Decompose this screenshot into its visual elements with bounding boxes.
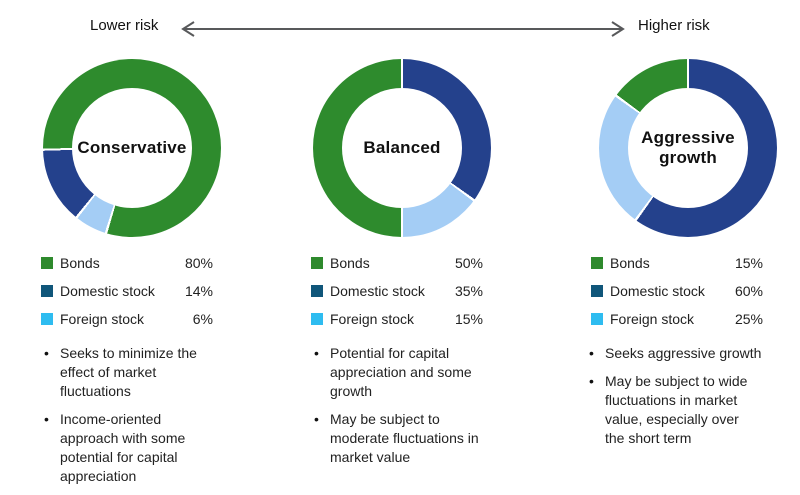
foreign-stock-swatch-icon xyxy=(591,313,603,325)
donut-hole: Conservative xyxy=(72,88,192,208)
donut-hole: Aggressive growth xyxy=(628,88,748,208)
description-aggressive-growth: • Seeks aggressive growth • May be subje… xyxy=(589,344,794,457)
donut-title: Conservative xyxy=(77,138,187,157)
bullet-text: Potential for capital appreciation and s… xyxy=(330,345,472,399)
domestic-stock-swatch-icon xyxy=(311,285,323,297)
legend-row-bonds: Bonds 15% xyxy=(591,249,763,277)
bullet-item: • Seeks to minimize the effect of market… xyxy=(44,344,249,401)
legend-percent: 80% xyxy=(184,255,213,271)
bullet-icon: • xyxy=(314,411,319,427)
legend-row-bonds: Bonds 50% xyxy=(311,249,483,277)
legend-aggressive-growth: Bonds 15% Domestic stock 60% Foreign sto… xyxy=(591,249,763,333)
legend-percent: 6% xyxy=(192,311,213,327)
bullet-item: • Income-oriented approach with some pot… xyxy=(44,410,249,486)
legend-row-domestic-stock: Domestic stock 60% xyxy=(591,277,763,305)
description-conservative: • Seeks to minimize the effect of market… xyxy=(44,344,249,495)
lower-risk-label: Lower risk xyxy=(90,17,159,34)
bullet-text: Seeks aggressive growth xyxy=(605,345,762,361)
bonds-swatch-icon xyxy=(311,257,323,269)
legend-row-domestic-stock: Domestic stock 14% xyxy=(41,277,213,305)
legend-row-bonds: Bonds 80% xyxy=(41,249,213,277)
bullet-item: • Potential for capital appreciation and… xyxy=(314,344,519,401)
bullet-icon: • xyxy=(589,373,594,389)
legend-conservative: Bonds 80% Domestic stock 14% Foreign sto… xyxy=(41,249,213,333)
bullet-text: Income-oriented approach with some poten… xyxy=(60,411,186,484)
legend-percent: 60% xyxy=(734,283,763,299)
foreign-stock-swatch-icon xyxy=(41,313,53,325)
donut-title: Aggressive growth xyxy=(641,128,735,167)
legend-row-foreign-stock: Foreign stock 15% xyxy=(311,305,483,333)
legend-label: Foreign stock xyxy=(330,311,415,327)
domestic-stock-swatch-icon xyxy=(41,285,53,297)
donut-chart-aggressive-growth: Aggressive growth xyxy=(599,59,777,237)
bullet-icon: • xyxy=(44,345,49,361)
legend-percent: 25% xyxy=(734,311,763,327)
legend-row-foreign-stock: Foreign stock 6% xyxy=(41,305,213,333)
legend-label: Bonds xyxy=(610,255,650,271)
domestic-stock-swatch-icon xyxy=(591,285,603,297)
legend-label: Foreign stock xyxy=(610,311,695,327)
bullet-item: • May be subject to wide fluctuations in… xyxy=(589,372,794,448)
description-balanced: • Potential for capital appreciation and… xyxy=(314,344,519,476)
legend-percent: 35% xyxy=(454,283,483,299)
bonds-swatch-icon xyxy=(41,257,53,269)
legend-label: Bonds xyxy=(60,255,100,271)
bullet-item: • May be subject to moderate fluctuation… xyxy=(314,410,519,467)
legend-label: Foreign stock xyxy=(60,311,145,327)
bonds-swatch-icon xyxy=(591,257,603,269)
donut-chart-balanced: Balanced xyxy=(313,59,491,237)
risk-arrow-icon xyxy=(181,21,625,37)
legend-percent: 14% xyxy=(184,283,213,299)
legend-percent: 15% xyxy=(734,255,763,271)
bullet-text: May be subject to wide fluctuations in m… xyxy=(605,373,748,446)
legend-label: Domestic stock xyxy=(60,283,155,299)
donut-chart-conservative: Conservative xyxy=(43,59,221,237)
higher-risk-label: Higher risk xyxy=(638,17,710,34)
legend-label: Domestic stock xyxy=(610,283,705,299)
donut-title: Balanced xyxy=(363,138,441,157)
legend-balanced: Bonds 50% Domestic stock 35% Foreign sto… xyxy=(311,249,483,333)
donut-hole: Balanced xyxy=(342,88,462,208)
bullet-item: • Seeks aggressive growth xyxy=(589,344,794,363)
legend-percent: 15% xyxy=(454,311,483,327)
legend-row-foreign-stock: Foreign stock 25% xyxy=(591,305,763,333)
bullet-icon: • xyxy=(589,345,594,361)
bullet-icon: • xyxy=(44,411,49,427)
legend-label: Domestic stock xyxy=(330,283,425,299)
legend-percent: 50% xyxy=(454,255,483,271)
foreign-stock-swatch-icon xyxy=(311,313,323,325)
legend-label: Bonds xyxy=(330,255,370,271)
bullet-icon: • xyxy=(314,345,319,361)
legend-row-domestic-stock: Domestic stock 35% xyxy=(311,277,483,305)
bullet-text: May be subject to moderate fluctuations … xyxy=(330,411,479,465)
bullet-text: Seeks to minimize the effect of market f… xyxy=(60,345,197,399)
